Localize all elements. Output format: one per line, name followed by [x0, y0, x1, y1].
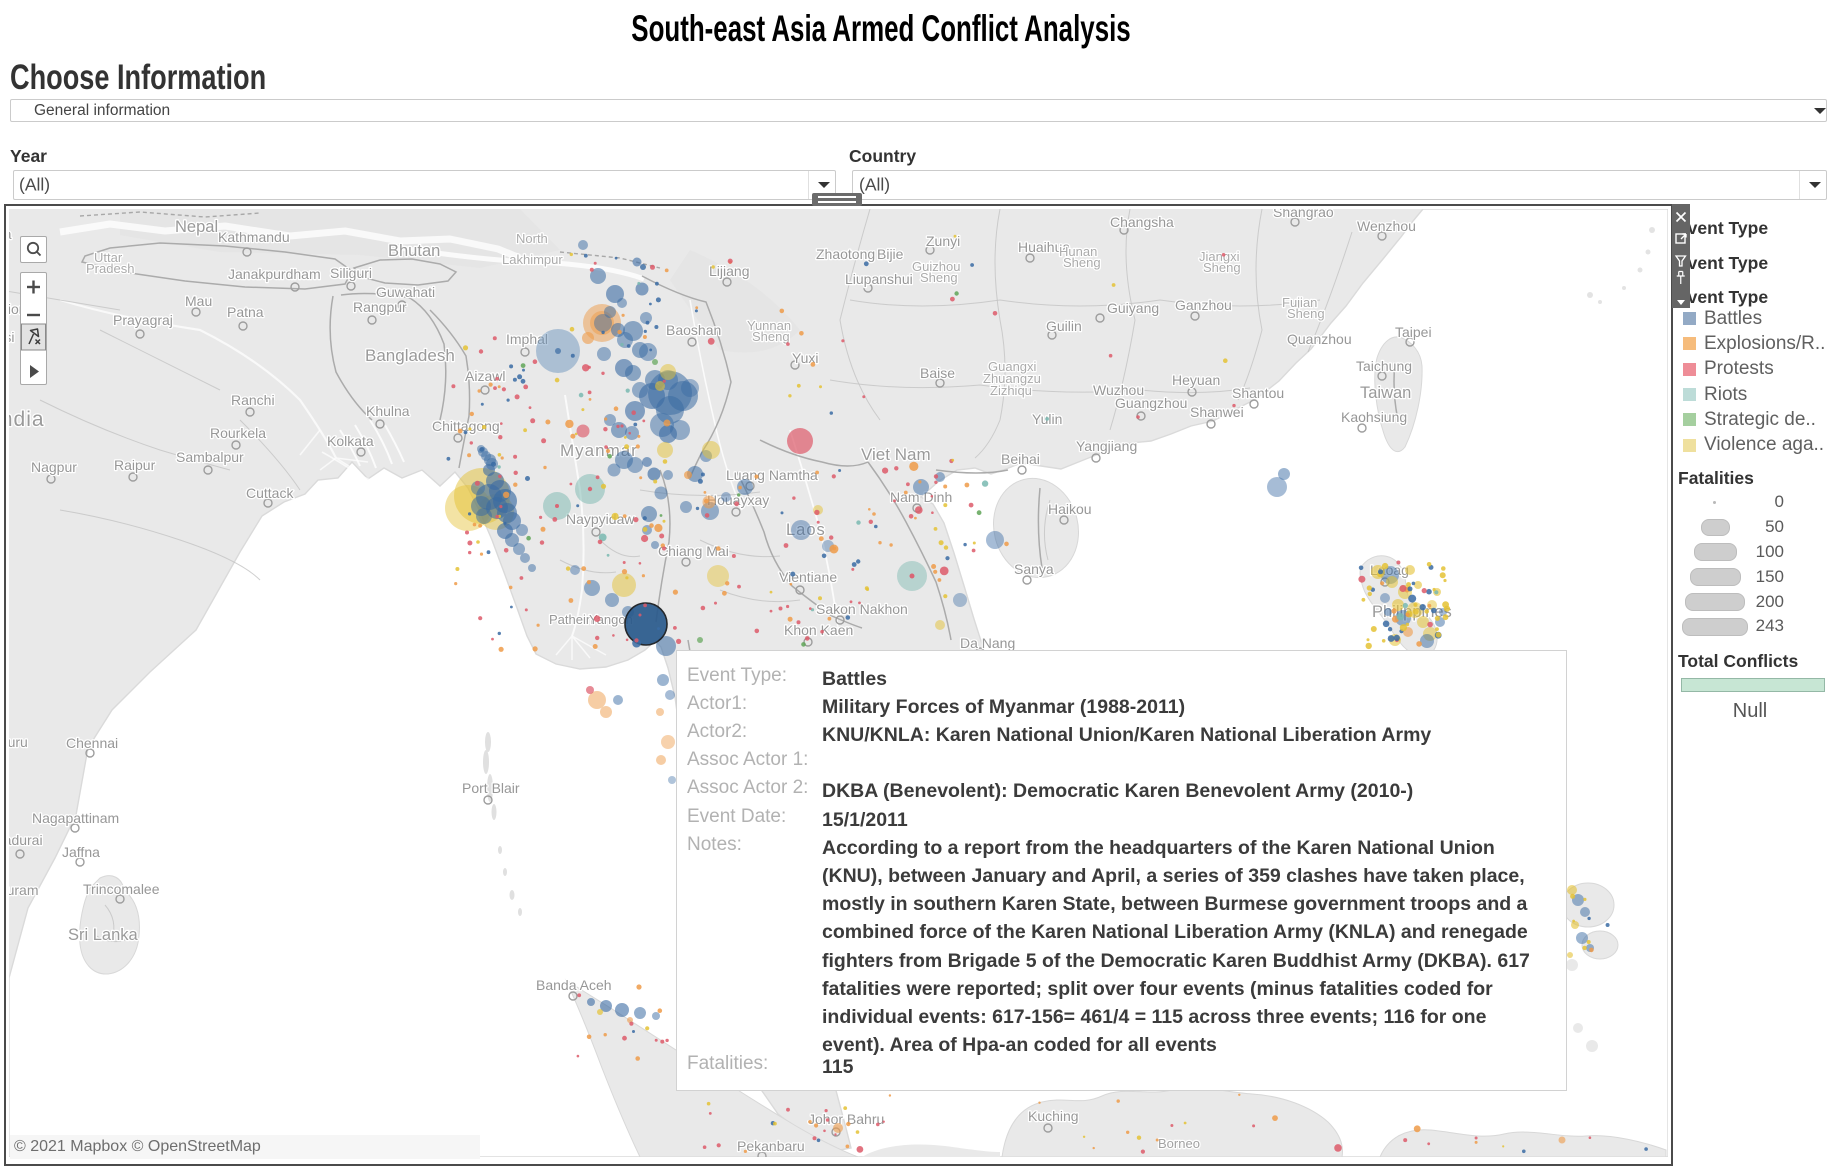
svg-text:North: North [516, 231, 548, 246]
svg-text:Heyuan: Heyuan [1172, 372, 1220, 388]
svg-text:Laos: Laos [786, 521, 826, 539]
svg-text:Prayagraj: Prayagraj [113, 312, 173, 328]
svg-text:Rourkela: Rourkela [210, 425, 266, 441]
svg-text:Pekanbaru: Pekanbaru [737, 1138, 805, 1154]
svg-text:Pathein: Pathein [549, 612, 593, 627]
svg-text:Rangpur: Rangpur [353, 299, 407, 315]
svg-text:Port Blair: Port Blair [462, 780, 520, 796]
svg-text:Da Nang: Da Nang [960, 635, 1015, 651]
svg-text:Nepal: Nepal [175, 218, 218, 236]
svg-text:Ranchi: Ranchi [231, 392, 275, 408]
svg-text:Sheng: Sheng [1287, 306, 1325, 321]
svg-text:Sheng: Sheng [1063, 255, 1101, 270]
svg-text:Bijie: Bijie [877, 246, 904, 262]
svg-text:Houayxay: Houayxay [707, 492, 769, 508]
svg-text:Chennai: Chennai [66, 735, 118, 751]
svg-text:Bangladesh: Bangladesh [365, 346, 455, 365]
svg-text:Guiyang: Guiyang [1107, 300, 1159, 316]
svg-text:Jaffna: Jaffna [62, 844, 100, 860]
svg-text:Khulna: Khulna [366, 403, 410, 419]
svg-text:Viet Nam: Viet Nam [861, 445, 931, 464]
svg-text:Siliguri: Siliguri [330, 265, 372, 281]
svg-text:Luang Namtha: Luang Namtha [726, 467, 818, 483]
svg-text:Taiwan: Taiwan [1360, 384, 1411, 402]
svg-text:Jiangxi: Jiangxi [1199, 249, 1240, 264]
svg-text:Chittagong: Chittagong [432, 418, 500, 434]
svg-text:Sheng: Sheng [920, 270, 958, 285]
svg-text:Lijiang: Lijiang [709, 263, 749, 279]
svg-text:Guilin: Guilin [1046, 318, 1082, 334]
svg-text:Johor Bahru: Johor Bahru [808, 1111, 884, 1127]
svg-text:Changsha: Changsha [1110, 214, 1174, 230]
svg-text:Pradesh: Pradesh [86, 261, 134, 276]
svg-text:Haikou: Haikou [1048, 501, 1092, 517]
svg-text:Bhutan: Bhutan [388, 242, 440, 260]
svg-text:Zhaotong: Zhaotong [816, 246, 875, 262]
svg-text:Borneo: Borneo [1158, 1136, 1200, 1151]
svg-text:Beihai: Beihai [1001, 451, 1040, 467]
svg-text:Ganzhou: Ganzhou [1175, 297, 1232, 313]
svg-text:Yangon: Yangon [589, 612, 633, 627]
svg-text:Nagpur: Nagpur [31, 459, 77, 475]
svg-text:Uttar: Uttar [94, 250, 123, 265]
svg-text:Taichung: Taichung [1356, 358, 1412, 374]
svg-text:Mau: Mau [185, 293, 212, 309]
svg-text:Wuzhou: Wuzhou [1093, 382, 1144, 398]
svg-text:Taipei: Taipei [1395, 324, 1432, 340]
svg-text:Liupanshui: Liupanshui [845, 271, 913, 287]
svg-text:Raipur: Raipur [114, 457, 156, 473]
svg-text:Baoshan: Baoshan [666, 322, 721, 338]
svg-text:Bengaluru: Bengaluru [9, 734, 28, 750]
svg-text:Naypyidaw: Naypyidaw [566, 511, 635, 527]
svg-text:Fujian: Fujian [1282, 295, 1317, 310]
svg-text:Kolkata: Kolkata [327, 433, 374, 449]
svg-text:Janakpurdham: Janakpurdham [228, 266, 321, 282]
svg-text:India: India [9, 408, 45, 431]
svg-text:Zhuangzu: Zhuangzu [983, 371, 1041, 386]
svg-text:Guizhou: Guizhou [912, 259, 960, 274]
svg-text:Yangjiang: Yangjiang [1076, 438, 1137, 454]
svg-text:Agra: Agra [9, 226, 12, 242]
svg-text:Patna: Patna [227, 304, 264, 320]
svg-text:Sakon Nakhon: Sakon Nakhon [816, 601, 908, 617]
svg-text:Guwahati: Guwahati [376, 284, 435, 300]
svg-text:Trincomalee: Trincomalee [83, 881, 160, 897]
svg-text:Zizhiqu: Zizhiqu [990, 383, 1032, 398]
svg-text:Quanzhou: Quanzhou [1287, 331, 1352, 347]
svg-text:Shangrao: Shangrao [1273, 209, 1334, 220]
svg-text:Cuttack: Cuttack [246, 485, 294, 501]
svg-text:Sheng: Sheng [1203, 260, 1241, 275]
svg-text:Guangzhou: Guangzhou [1115, 395, 1187, 411]
svg-text:Sri Lanka: Sri Lanka [68, 926, 139, 944]
svg-text:Wenzhou: Wenzhou [1357, 218, 1416, 234]
svg-text:Vientiane: Vientiane [779, 569, 837, 585]
svg-text:Jhansi: Jhansi [9, 329, 14, 345]
svg-text:Sambalpur: Sambalpur [176, 449, 244, 465]
svg-text:Guangxi: Guangxi [988, 359, 1037, 374]
svg-text:Huaihua: Huaihua [1018, 239, 1070, 255]
svg-text:Kanchipuram: Kanchipuram [9, 882, 39, 898]
svg-text:Aizawl: Aizawl [465, 368, 505, 384]
svg-text:Kathmandu: Kathmandu [218, 229, 290, 245]
svg-text:Kaohsiung: Kaohsiung [1341, 409, 1407, 425]
svg-text:Baise: Baise [920, 365, 955, 381]
svg-text:Madurai: Madurai [9, 832, 43, 848]
svg-text:Kuching: Kuching [1028, 1108, 1079, 1124]
svg-text:Sanya: Sanya [1014, 561, 1054, 577]
svg-text:Shanwei: Shanwei [1190, 404, 1244, 420]
svg-text:Nagapattinam: Nagapattinam [32, 810, 119, 826]
svg-text:Yunnan: Yunnan [747, 318, 791, 333]
svg-text:Zunyi: Zunyi [926, 233, 960, 249]
svg-text:Hunan: Hunan [1059, 244, 1097, 259]
svg-text:Lakhimpur: Lakhimpur [502, 252, 563, 267]
svg-text:Chiang Mai: Chiang Mai [658, 543, 729, 559]
svg-text:Khon Kaen: Khon Kaen [784, 622, 853, 638]
svg-text:Banda Aceh: Banda Aceh [536, 977, 612, 993]
svg-text:Sheng: Sheng [752, 329, 790, 344]
svg-text:Shantou: Shantou [1232, 385, 1284, 401]
